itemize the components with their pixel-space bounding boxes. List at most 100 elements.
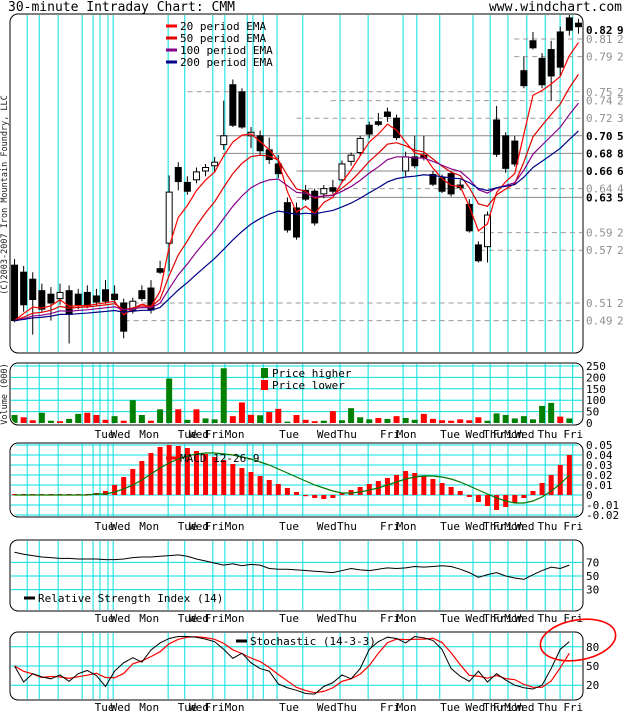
- volume-bar: [193, 409, 200, 423]
- day-axis-label: Wed: [317, 701, 337, 714]
- day-axis-label: Thu: [483, 428, 503, 441]
- volume-legend-label: Price higher: [272, 367, 352, 380]
- rsi-axis-tick: 50: [586, 570, 599, 583]
- day-axis-label: Tue: [178, 612, 198, 625]
- volume-bar: [84, 412, 91, 423]
- price-axis-count: 3: [617, 112, 624, 125]
- price-axis-label: 0.59: [586, 227, 613, 240]
- day-axis-label: Fri: [563, 701, 583, 714]
- volume-bar: [47, 420, 54, 423]
- volume-bar: [248, 414, 255, 423]
- stochastic-axis-tick: 20: [586, 679, 599, 692]
- ema-100-line: [14, 102, 579, 322]
- volume-bar: [102, 419, 109, 423]
- volume-bar: [38, 412, 45, 423]
- legend-label-ema: 200 period EMA: [180, 56, 273, 69]
- macd-histogram-bar: [339, 493, 345, 495]
- candle-body: [202, 166, 210, 172]
- volume-bar: [511, 418, 518, 423]
- macd-histogram-bar: [257, 476, 263, 495]
- day-axis-label: Mon: [225, 428, 245, 441]
- macd-axis-tick: -0.01: [586, 499, 619, 512]
- volume-bar: [29, 420, 36, 423]
- price-axis-label: 0.72: [586, 112, 613, 125]
- watermark-link[interactable]: www.windchart.com: [489, 0, 622, 15]
- price-axis-count: 2: [617, 297, 624, 310]
- candle-body: [256, 135, 264, 152]
- panel-border-vol: [9, 362, 584, 426]
- macd-histogram-bar: [384, 478, 390, 495]
- macd-histogram-bar: [321, 495, 327, 499]
- day-axis-label: Fri: [380, 428, 400, 441]
- day-axis-label: Thu: [337, 428, 357, 441]
- macd-axis-tick: 0.03: [586, 459, 613, 472]
- day-axis-label: Mon: [397, 428, 417, 441]
- volume-bar: [57, 421, 64, 423]
- volume-bar: [202, 418, 209, 423]
- volume-axis-tick: 200: [586, 371, 606, 384]
- day-axis-label: Fri: [380, 701, 400, 714]
- macd-axis-tick: -0.02: [586, 509, 619, 522]
- candle-body: [129, 300, 137, 311]
- candle-body: [293, 207, 300, 238]
- candle-body: [520, 70, 528, 87]
- candle-body: [156, 268, 164, 273]
- volume-axis-tick: 100: [586, 394, 606, 407]
- volume-bar: [138, 415, 145, 423]
- candle-body: [165, 191, 173, 244]
- macd-histogram-bar: [412, 473, 418, 495]
- volume-bar: [457, 419, 464, 423]
- candle-body: [493, 119, 501, 155]
- volume-bar: [111, 416, 118, 423]
- candle-body: [474, 244, 482, 262]
- volume-bar: [338, 420, 345, 423]
- day-axis-label: Tue: [178, 701, 198, 714]
- day-axis-label: Wed: [111, 701, 131, 714]
- macd-axis-tick: 0.05: [586, 439, 613, 452]
- price-axis-count: 9: [617, 24, 624, 37]
- rsi-axis-tick: 30: [586, 584, 599, 597]
- day-axis-label: Wed: [515, 701, 535, 714]
- day-axis-label: Wed: [317, 612, 337, 625]
- day-axis-label: Wed: [317, 428, 337, 441]
- volume-bar: [220, 368, 227, 423]
- candle-body: [20, 271, 28, 306]
- day-axis-label: Thu: [483, 701, 503, 714]
- volume-bar: [420, 413, 427, 423]
- day-axis-label: Wed: [317, 520, 337, 533]
- day-axis-label: Thu: [337, 612, 357, 625]
- day-axis-label: Fri: [205, 701, 225, 714]
- candle-body: [393, 117, 401, 139]
- day-axis-label: Fri: [493, 701, 513, 714]
- macd-histogram-bar: [221, 460, 227, 495]
- day-axis-label: Tue: [95, 612, 115, 625]
- volume-bar: [184, 419, 191, 423]
- candle-body: [547, 49, 555, 77]
- volume-bar: [311, 421, 318, 423]
- macd-axis-tick: 0: [586, 489, 593, 502]
- macd-histogram-bar: [294, 492, 299, 495]
- panel-border-rsi: [9, 539, 584, 612]
- candle-body: [311, 190, 319, 224]
- day-axis-label: Mon: [504, 701, 524, 714]
- volume-axis-tick: 150: [586, 383, 606, 396]
- day-axis-label: Fri: [380, 520, 400, 533]
- volume-bar: [357, 417, 364, 423]
- macd-legend-label: MACD 12-26-9: [180, 452, 259, 465]
- price-axis-label: 0.70: [586, 130, 613, 143]
- price-axis-count: 2: [617, 244, 624, 257]
- volume-bar: [557, 416, 564, 423]
- price-axis-count: 4: [617, 183, 624, 196]
- volume-bar: [11, 415, 18, 423]
- volume-bar: [166, 378, 173, 423]
- volume-bar: [329, 411, 336, 423]
- day-axis-label: Thu: [538, 428, 558, 441]
- price-axis-label: 0.66: [586, 165, 613, 178]
- day-axis-label: Thu: [538, 520, 558, 533]
- day-axis-label: Wed: [465, 520, 485, 533]
- candle-body: [574, 22, 582, 28]
- candle-body: [374, 121, 382, 125]
- day-axis-label: Mon: [225, 520, 245, 533]
- day-axis-label: Fri: [493, 612, 513, 625]
- volume-bar: [257, 415, 264, 423]
